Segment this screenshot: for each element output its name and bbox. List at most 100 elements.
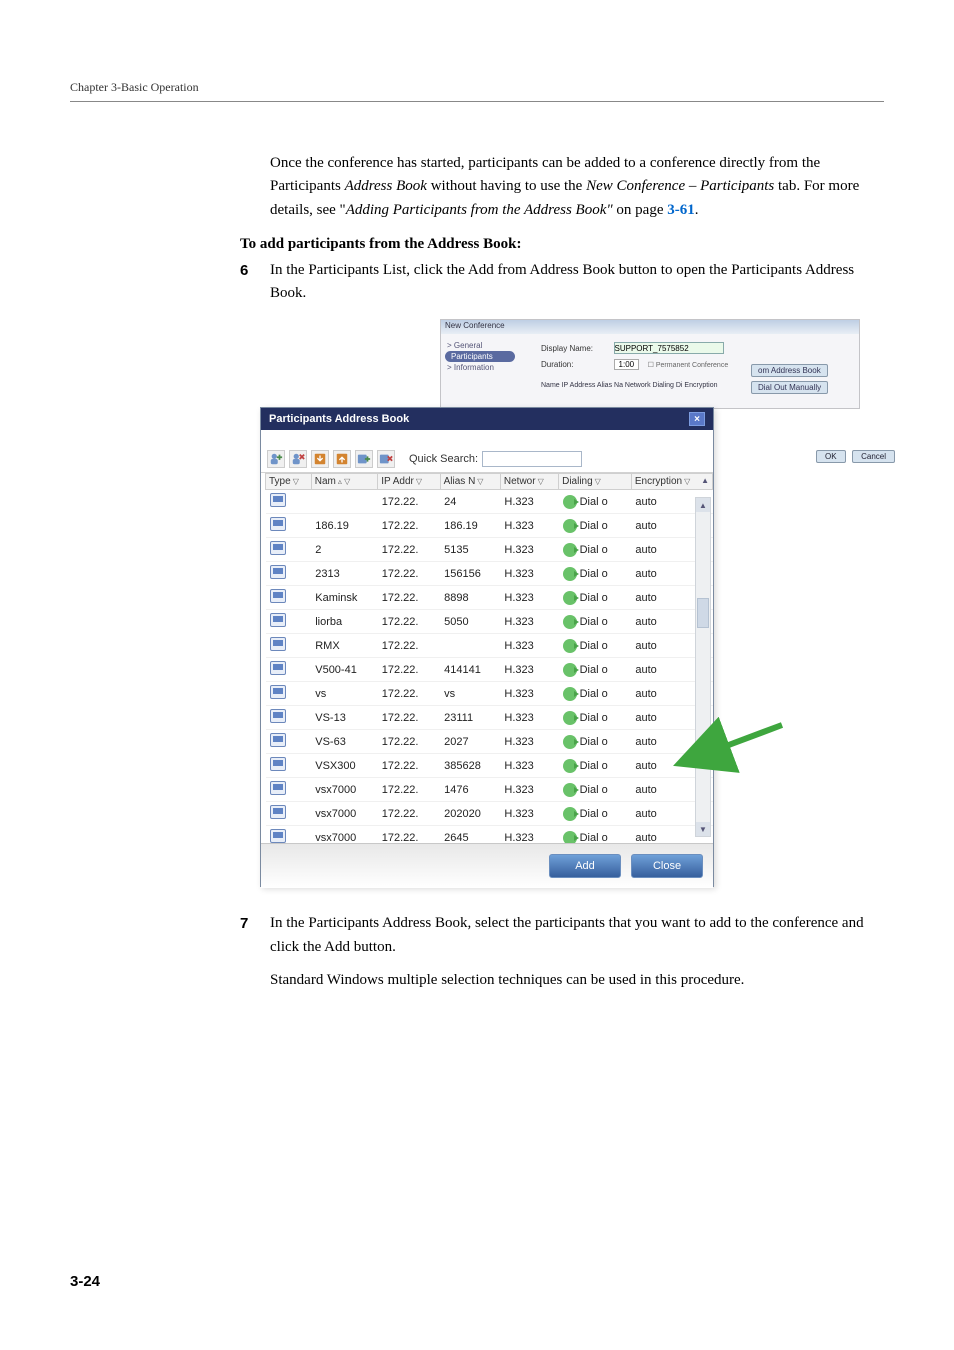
bg-duration-value[interactable]: 1:00 <box>614 359 640 370</box>
cell-dialing: Dial o <box>559 826 632 844</box>
dropdown-icon: ▽ <box>477 477 483 486</box>
table-row[interactable]: VSX300172.22.385628H.323Dial oauto <box>266 754 713 778</box>
col-ip[interactable]: IP Addr▽ <box>378 474 440 490</box>
cell-dialing: Dial o <box>559 610 632 634</box>
cell-network: H.323 <box>500 658 558 682</box>
col-label: Alias N <box>444 476 476 487</box>
endpoint-icon <box>270 709 286 723</box>
table-row[interactable]: V500-41172.22.414141H.323Dial oauto <box>266 658 713 682</box>
scroll-up-icon[interactable]: ▲ <box>696 498 710 512</box>
cell-name: 186.19 <box>311 514 378 538</box>
cell-network: H.323 <box>500 634 558 658</box>
cell-ip: 172.22. <box>378 586 440 610</box>
col-label: Dialing <box>562 476 593 487</box>
scrollbar[interactable]: ▲ ▼ <box>695 497 711 837</box>
bg-display-input[interactable] <box>614 342 724 354</box>
cell-name: VSX300 <box>311 754 378 778</box>
table-row[interactable]: Kaminsk172.22.8898H.323Dial oauto <box>266 586 713 610</box>
endpoint-icon <box>270 805 286 819</box>
text-span: button <box>350 939 392 955</box>
scroll-up-icon: ▲ <box>701 476 709 485</box>
table-row[interactable]: vs172.22.vsH.323Dial oauto <box>266 682 713 706</box>
bg-ok-cancel: OK Cancel <box>812 450 895 463</box>
dropdown-icon: ▽ <box>538 477 544 486</box>
col-label: Encryption <box>635 476 682 487</box>
endpoint-icon <box>270 781 286 795</box>
text-span: In the <box>270 262 308 278</box>
cell-ip: 172.22. <box>378 514 440 538</box>
col-label: Networ <box>504 476 536 487</box>
page-ref-link[interactable]: 3-61 <box>667 202 695 218</box>
dial-out-icon <box>563 711 577 725</box>
figure-wrap: New Conference > General Participants > … <box>260 319 860 894</box>
scroll-thumb[interactable] <box>697 598 709 628</box>
endpoint-icon <box>270 493 286 507</box>
cell-ip: 172.22. <box>378 658 440 682</box>
dropdown-icon: ▽ <box>684 477 690 486</box>
table-row[interactable]: vsx7000172.22.1476H.323Dial oauto <box>266 778 713 802</box>
table-row[interactable]: 186.19172.22.186.19H.323Dial oauto <box>266 514 713 538</box>
dial-out-icon <box>563 831 577 844</box>
cell-name: VS-13 <box>311 706 378 730</box>
step-7: 7 In the Participants Address Book, sele… <box>240 912 884 959</box>
table-row[interactable]: RMX172.22.H.323Dial oauto <box>266 634 713 658</box>
italic-span: Participants Address Book <box>308 915 467 931</box>
italic-span: Address Book <box>345 178 427 194</box>
close-icon[interactable]: × <box>689 412 705 426</box>
step-6: 6 In the Participants List, click the Ad… <box>240 259 884 306</box>
table-row[interactable]: VS-63172.22.2027H.323Dial oauto <box>266 730 713 754</box>
bg-cancel-btn[interactable]: Cancel <box>852 450 895 463</box>
cell-dialing: Dial o <box>559 706 632 730</box>
cell-network: H.323 <box>500 778 558 802</box>
bg-dialog-title: New Conference <box>441 320 859 334</box>
bg-dial-out-btn[interactable]: Dial Out Manually <box>751 381 828 394</box>
export-icon[interactable] <box>333 450 351 468</box>
endpoint-icon <box>270 613 286 627</box>
table-row[interactable]: VS-13172.22.23111H.323Dial oauto <box>266 706 713 730</box>
bg-from-addr-book-btn[interactable]: om Address Book <box>751 364 828 377</box>
table-row[interactable]: 2313172.22.156156H.323Dial oauto <box>266 562 713 586</box>
table-row[interactable]: 172.22.24H.323Dial oauto <box>266 490 713 514</box>
close-button[interactable]: Close <box>631 854 703 878</box>
dial-out-icon <box>563 687 577 701</box>
table-row[interactable]: vsx7000172.22.202020H.323Dial oauto <box>266 802 713 826</box>
table-row[interactable]: vsx7000172.22.2645H.323Dial oauto <box>266 826 713 844</box>
participants-address-book-window: Participants Address Book × Quick Search… <box>260 407 714 887</box>
col-type[interactable]: Type▽ <box>266 474 312 490</box>
group-add-icon[interactable] <box>355 450 373 468</box>
cell-dialing: Dial o <box>559 802 632 826</box>
import-icon[interactable] <box>311 450 329 468</box>
bg-ok-btn[interactable]: OK <box>816 450 846 463</box>
col-encryption[interactable]: Encryption▽ ▲ <box>631 474 712 490</box>
bg-side-item: > Information <box>445 362 515 373</box>
col-network[interactable]: Networ▽ <box>500 474 558 490</box>
new-participant-icon[interactable] <box>267 450 285 468</box>
dial-out-icon <box>563 543 577 557</box>
delete-participant-icon[interactable] <box>289 450 307 468</box>
group-remove-icon[interactable] <box>377 450 395 468</box>
cell-dialing: Dial o <box>559 682 632 706</box>
cell-name: vsx7000 <box>311 778 378 802</box>
col-name[interactable]: Nam▵ ▽ <box>311 474 378 490</box>
col-alias[interactable]: Alias N▽ <box>440 474 500 490</box>
cell-dialing: Dial o <box>559 490 632 514</box>
col-dialing[interactable]: Dialing▽ <box>559 474 632 490</box>
scroll-down-icon[interactable]: ▼ <box>696 822 710 836</box>
dropdown-icon: ▽ <box>416 477 422 486</box>
bg-side-item-active: Participants <box>445 351 515 362</box>
add-button[interactable]: Add <box>549 854 621 878</box>
cell-dialing: Dial o <box>559 514 632 538</box>
cell-name: RMX <box>311 634 378 658</box>
dial-out-icon <box>563 663 577 677</box>
cell-ip: 172.22. <box>378 634 440 658</box>
cell-name <box>311 490 378 514</box>
endpoint-icon <box>270 637 286 651</box>
quick-search-input[interactable] <box>482 451 582 467</box>
table-row[interactable]: liorba172.22.5050H.323Dial oauto <box>266 610 713 634</box>
text-span: click the <box>410 262 468 278</box>
endpoint-icon <box>270 661 286 675</box>
dial-out-icon <box>563 495 577 509</box>
table-row[interactable]: 2172.22.5135H.323Dial oauto <box>266 538 713 562</box>
endpoint-icon <box>270 757 286 771</box>
cell-dialing: Dial o <box>559 778 632 802</box>
